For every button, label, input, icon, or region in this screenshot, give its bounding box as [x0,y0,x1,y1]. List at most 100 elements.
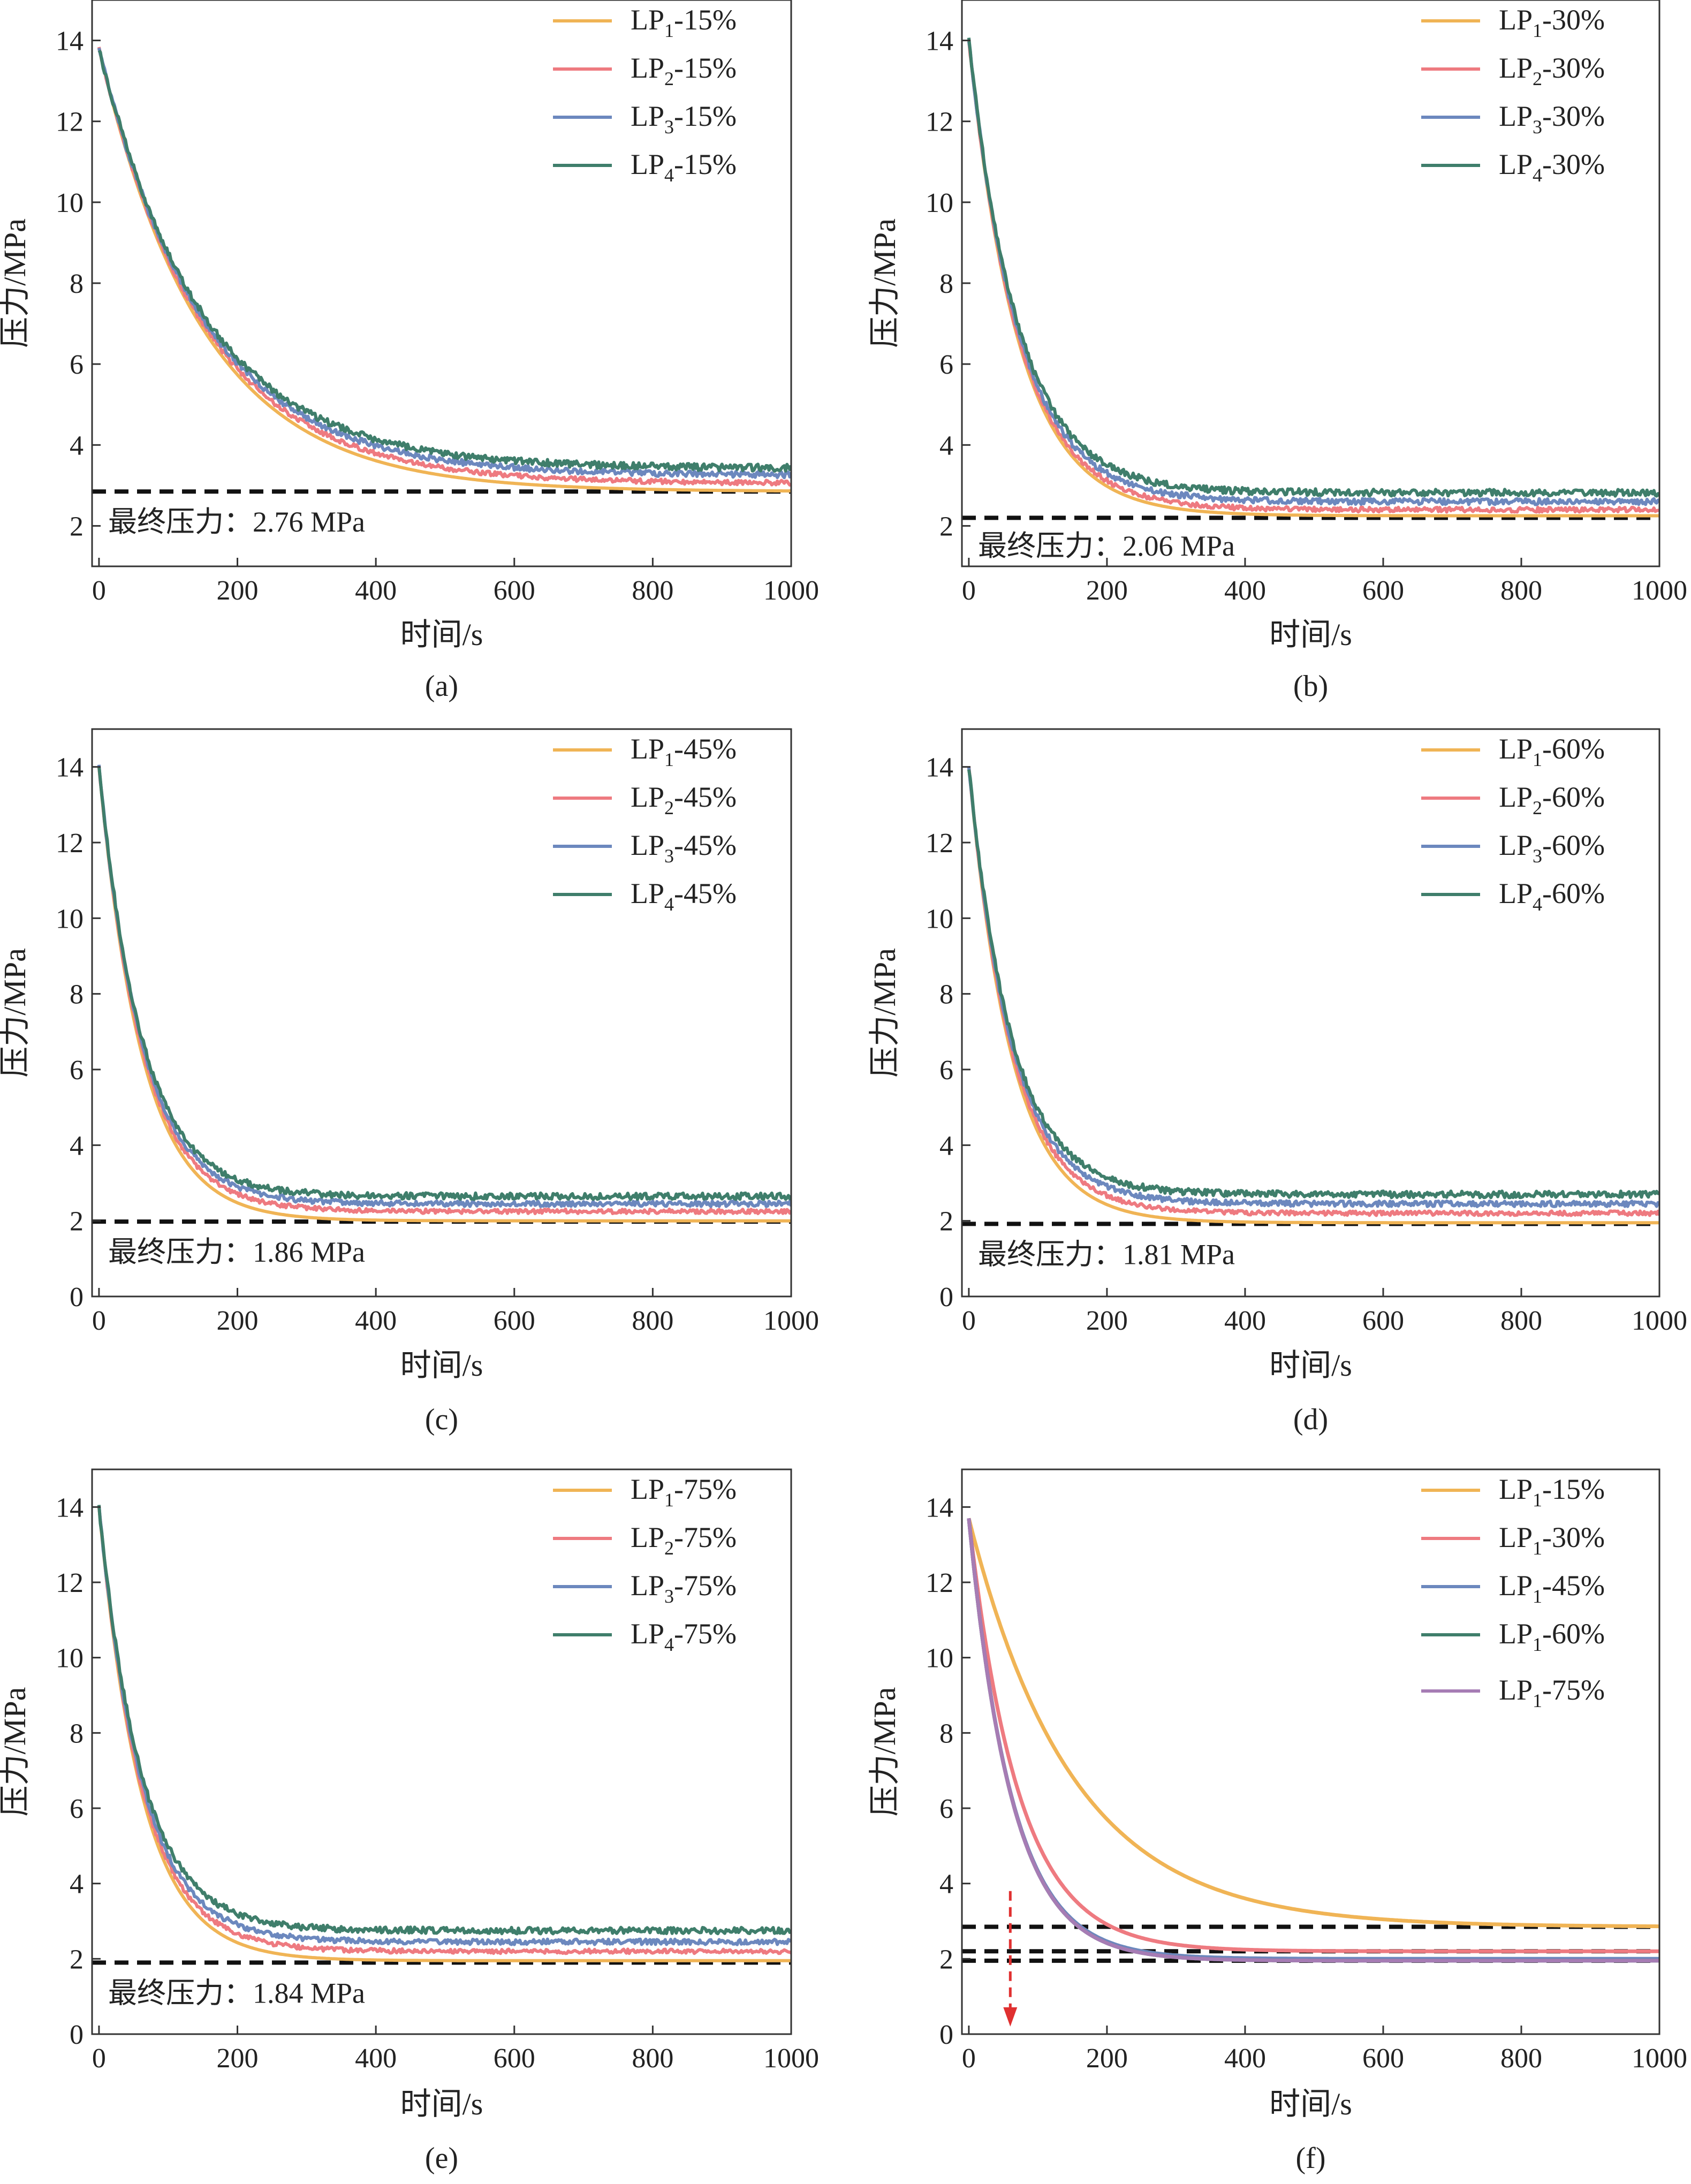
y-tick-label: 0 [70,1282,84,1313]
y-tick-label: 14 [56,1492,84,1523]
x-axis-label: 时间/s [1269,2087,1352,2121]
y-tick-label: 0 [939,2020,953,2050]
x-tick-label: 200 [217,2043,259,2074]
legend-subscript: 3 [1533,116,1542,138]
series-line-f-2 [967,1518,1659,1953]
legend-suffix: -60% [1542,781,1605,813]
legend-subscript: 4 [664,1634,674,1655]
legend-subscript: 1 [1533,749,1542,770]
y-tick-label: 12 [56,1568,84,1598]
plot-frame-f [961,1468,1660,2035]
legend-suffix: -45% [674,733,737,765]
y-tick-label: 12 [56,828,84,859]
x-tick-label: 600 [1362,2043,1404,2074]
legend-base: LP [1499,52,1533,84]
x-tick-label: 600 [1362,1306,1404,1336]
y-tick-label: 12 [926,1568,953,1598]
series-line-c-1 [97,767,791,1223]
x-tick-label: 600 [494,1306,535,1336]
x-tick-label: 200 [1086,575,1128,606]
final-pressure-annotation: 最终压力：2.06 MPa [978,530,1235,562]
chart-panel-a: 0 200 400 600 800 10002468101214时间/s压力/MPa(a)… [0,0,819,703]
final-pressure-annotation: 最终压力：1.84 MPa [108,1977,365,2009]
y-tick-label: 10 [926,1643,953,1674]
panel-caption: (c) [425,1403,458,1436]
x-axis-label: 时间/s [400,2087,483,2121]
plot-frame-b [961,0,1660,567]
legend-entry-a-3: LP3-15% [631,100,737,138]
y-tick-label: 8 [939,269,953,299]
legend-entry-e-2: LP2-75% [631,1521,737,1559]
legend-base: LP [1499,148,1533,180]
x-tick-label: 800 [1500,1306,1542,1336]
y-tick-label: 0 [70,2020,84,2050]
x-tick-label: 600 [494,2043,535,2074]
x-tick-label: 1000 [763,2043,819,2074]
legend-entry-c-3: LP3-45% [631,829,737,867]
y-tick-label: 8 [939,980,953,1010]
x-tick-label: 0 [962,575,976,606]
x-tick-label: 800 [632,1306,673,1336]
series-line-a-1 [97,48,791,493]
legend-entry-b-4: LP4-30% [1499,148,1605,186]
legend-base: LP [631,1473,664,1505]
legend-entry-d-3: LP3-60% [1499,829,1605,867]
x-tick-label: 800 [632,2043,673,2074]
panel-caption: (a) [425,670,458,703]
legend-suffix: -15% [674,148,737,180]
y-tick-label: 4 [939,1869,953,1900]
legend-suffix: -15% [674,52,737,84]
decrease-arrowhead-f [1003,2007,1018,2027]
y-tick-label: 4 [70,430,84,461]
legend-subscript: 3 [664,116,674,138]
legend-suffix: -15% [674,100,737,132]
legend-subscript: 1 [664,1489,674,1511]
legend-entry-f-2: LP1-30% [1499,1521,1605,1559]
series-line-d-4 [967,769,1659,1200]
legend-base: LP [1499,733,1533,765]
legend-base: LP [1499,1569,1533,1602]
legend-base: LP [1499,877,1533,909]
y-tick-label: 14 [56,753,84,783]
y-tick-label: 6 [939,1794,953,1824]
plot-frame-d [961,728,1660,1298]
x-tick-label: 400 [355,575,397,606]
y-axis-label: 压力/MPa [0,1687,32,1817]
legend-suffix: -60% [1542,1618,1605,1650]
y-axis-label: 压力/MPa [867,218,902,348]
y-tick-label: 14 [926,1492,953,1523]
y-tick-label: 6 [939,350,953,380]
series-line-b-3 [967,41,1659,506]
x-tick-label: 1000 [1632,2043,1687,2074]
y-tick-label: 2 [70,1207,84,1237]
y-tick-label: 14 [926,753,953,783]
legend-base: LP [631,1569,664,1602]
legend-subscript: 1 [664,749,674,770]
series-line-e-4 [97,1505,791,1936]
series-line-f-1 [967,1518,1659,1929]
y-tick-label: 6 [70,1794,84,1824]
y-tick-label: 14 [56,26,84,57]
y-tick-label: 0 [939,1282,953,1313]
panel-caption: (e) [425,2142,458,2175]
y-tick-label: 12 [56,107,84,138]
final-pressure-annotation: 最终压力：2.76 MPa [108,506,365,538]
legend-entry-e-1: LP1-75% [631,1473,737,1511]
panel-caption: (b) [1293,670,1328,703]
legend-subscript: 3 [664,845,674,867]
legend-base: LP [631,877,664,909]
legend-subscript: 3 [1533,845,1542,867]
y-tick-label: 8 [70,269,84,299]
y-tick-label: 12 [926,107,953,138]
legend-base: LP [1499,829,1533,861]
legend-base: LP [1499,4,1533,36]
legend-base: LP [631,733,664,765]
series-line-c-3 [97,764,791,1208]
legend-suffix: -15% [1542,1473,1605,1505]
chart-panel-f: 0 200 400 600 800 1000 0 2 4 6 8 10 12 14 时间/s 压力/MPa (f… [867,1468,1687,2175]
x-axis-label: 时间/s [400,1348,483,1383]
legend-subscript: 1 [1533,20,1542,41]
panel-caption: (f) [1296,2142,1326,2175]
legend-subscript: 1 [664,20,674,41]
